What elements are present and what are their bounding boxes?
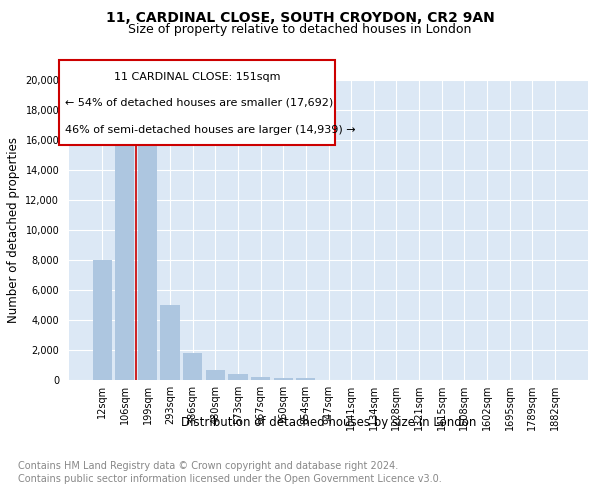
Bar bbox=[229, 374, 248, 380]
Text: Contains public sector information licensed under the Open Government Licence v3: Contains public sector information licen… bbox=[18, 474, 442, 484]
Text: 11, CARDINAL CLOSE, SOUTH CROYDON, CR2 9AN: 11, CARDINAL CLOSE, SOUTH CROYDON, CR2 9… bbox=[106, 10, 494, 24]
Bar bbox=[138, 137, 157, 380]
Text: 11 CARDINAL CLOSE: 151sqm: 11 CARDINAL CLOSE: 151sqm bbox=[113, 72, 280, 82]
Text: Distribution of detached houses by size in London: Distribution of detached houses by size … bbox=[181, 416, 476, 429]
Y-axis label: Number of detached properties: Number of detached properties bbox=[7, 137, 20, 323]
Bar bbox=[115, 137, 134, 380]
Bar bbox=[251, 376, 270, 380]
Text: Contains HM Land Registry data © Crown copyright and database right 2024.: Contains HM Land Registry data © Crown c… bbox=[18, 461, 398, 471]
Bar bbox=[296, 378, 316, 380]
Bar bbox=[160, 305, 180, 380]
Bar bbox=[92, 260, 112, 380]
Text: Size of property relative to detached houses in London: Size of property relative to detached ho… bbox=[128, 22, 472, 36]
Text: ← 54% of detached houses are smaller (17,692): ← 54% of detached houses are smaller (17… bbox=[65, 98, 333, 108]
Text: 46% of semi-detached houses are larger (14,939) →: 46% of semi-detached houses are larger (… bbox=[65, 124, 355, 134]
Bar bbox=[274, 378, 293, 380]
Bar bbox=[206, 370, 225, 380]
Bar bbox=[183, 353, 202, 380]
